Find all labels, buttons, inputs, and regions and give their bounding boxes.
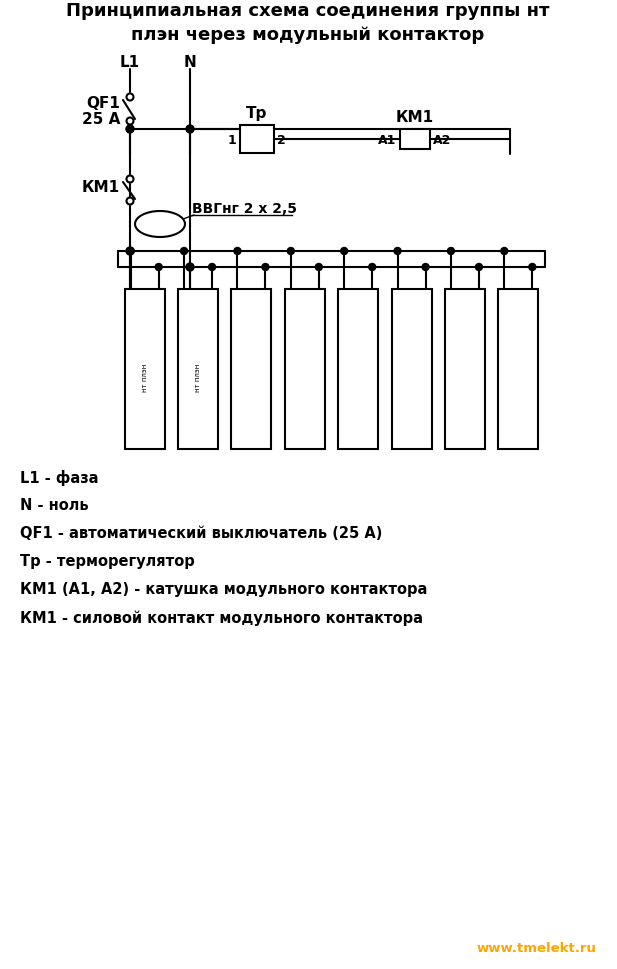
Bar: [338, 290, 378, 450]
Text: Тр - терморегулятор: Тр - терморегулятор: [20, 553, 195, 569]
Text: А1: А1: [378, 134, 396, 146]
Bar: [400, 130, 430, 150]
Text: 25 А: 25 А: [81, 111, 120, 126]
Text: ВВГнг 2 х 2,5: ВВГнг 2 х 2,5: [192, 202, 297, 216]
Text: А2: А2: [433, 134, 452, 146]
Text: КМ1: КМ1: [396, 109, 434, 125]
Text: N - ноль: N - ноль: [20, 497, 89, 513]
Text: нт плэн: нт плэн: [195, 363, 201, 391]
Text: КМ1: КМ1: [82, 180, 120, 196]
Circle shape: [186, 264, 194, 271]
Bar: [240, 126, 274, 154]
Text: Принципиальная схема соединения группы нт
плэн через модульный контактор: Принципиальная схема соединения группы н…: [66, 2, 550, 44]
Text: КМ1 (А1, А2) - катушка модульного контактора: КМ1 (А1, А2) - катушка модульного контак…: [20, 581, 428, 596]
Circle shape: [369, 265, 376, 271]
Circle shape: [447, 248, 455, 255]
Circle shape: [126, 199, 133, 205]
Circle shape: [476, 265, 482, 271]
Text: 2: 2: [277, 134, 286, 146]
Circle shape: [209, 265, 215, 271]
Text: Тр: Тр: [246, 106, 268, 121]
Text: L1 - фаза: L1 - фаза: [20, 470, 99, 485]
Text: www.tmelekt.ru: www.tmelekt.ru: [477, 941, 597, 954]
Text: КМ1 - силовой контакт модульного контактора: КМ1 - силовой контакт модульного контакт…: [20, 610, 423, 625]
Bar: [285, 290, 325, 450]
Bar: [125, 290, 165, 450]
Circle shape: [126, 126, 134, 134]
Circle shape: [186, 126, 194, 134]
Bar: [392, 290, 431, 450]
Circle shape: [127, 248, 134, 255]
Text: QF1 - автоматический выключатель (25 А): QF1 - автоматический выключатель (25 А): [20, 525, 383, 541]
Text: 1: 1: [227, 134, 236, 146]
Text: N: N: [184, 55, 196, 70]
Bar: [178, 290, 218, 450]
Circle shape: [422, 265, 429, 271]
Circle shape: [501, 248, 508, 255]
Circle shape: [126, 248, 134, 256]
Bar: [499, 290, 538, 450]
Circle shape: [155, 265, 162, 271]
Ellipse shape: [135, 212, 185, 237]
Circle shape: [126, 176, 133, 183]
Circle shape: [126, 94, 133, 102]
Circle shape: [181, 248, 188, 255]
Circle shape: [126, 118, 133, 125]
Circle shape: [288, 248, 294, 255]
Circle shape: [394, 248, 401, 255]
Circle shape: [262, 265, 269, 271]
Text: нт плэн: нт плэн: [142, 363, 147, 391]
Bar: [231, 290, 271, 450]
Text: L1: L1: [120, 55, 140, 70]
Circle shape: [341, 248, 348, 255]
Text: QF1: QF1: [86, 95, 120, 110]
Circle shape: [315, 265, 322, 271]
Circle shape: [234, 248, 241, 255]
Circle shape: [529, 265, 536, 271]
Bar: [445, 290, 485, 450]
